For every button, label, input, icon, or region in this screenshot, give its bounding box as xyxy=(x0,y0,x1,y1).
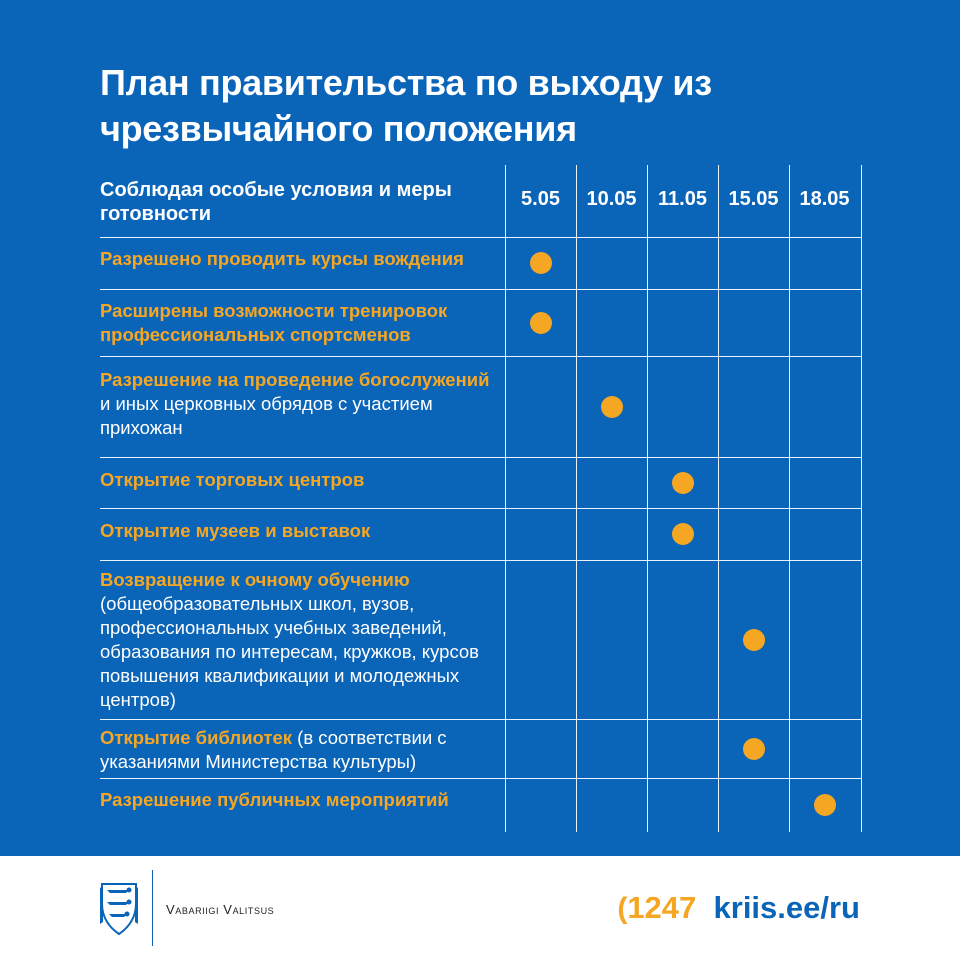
start-date-marker xyxy=(742,737,765,760)
measure-highlight: Разрешение на проведение богослужений xyxy=(100,369,490,390)
column-divider xyxy=(505,165,506,832)
measure-highlight: Открытие библиотек xyxy=(100,727,293,748)
start-date-marker xyxy=(671,471,694,494)
start-date-marker xyxy=(600,395,623,418)
measure-highlight: Разрешение публичных мероприятий xyxy=(100,789,449,810)
row-divider xyxy=(100,237,861,238)
row-label: Разрешение на проведение богослужений и … xyxy=(100,368,500,440)
date-header: 11.05 xyxy=(658,188,707,210)
start-date-marker xyxy=(814,794,836,816)
row-divider xyxy=(100,289,861,290)
footer: Vabariigi Valitsus (1247 kriis.ee/ru xyxy=(0,856,960,960)
title-line-2: чрезвычайного положения xyxy=(100,108,577,149)
row-label: Разрешение публичных мероприятий xyxy=(100,788,500,812)
row-divider xyxy=(100,457,861,458)
schedule-table: Соблюдая особые условия и меры готовност… xyxy=(100,165,862,832)
row-label: Разрешено проводить курсы вождения xyxy=(100,247,500,271)
date-header: 5.05 xyxy=(521,188,560,210)
row-divider xyxy=(100,560,861,561)
table-header-label: Соблюдая особые условия и меры готовност… xyxy=(100,179,452,225)
measure-highlight: Возвращение к очному обучению xyxy=(100,569,410,590)
organization-name: Vabariigi Valitsus xyxy=(166,902,275,917)
measure-highlight: Открытие музеев и выставок xyxy=(100,520,371,541)
column-divider xyxy=(647,165,648,832)
measure-highlight: Открытие торговых центров xyxy=(100,469,365,490)
measure-highlight: Разрешено проводить курсы вождения xyxy=(100,248,464,269)
row-divider xyxy=(100,508,861,509)
start-date-marker xyxy=(742,628,765,651)
measure-highlight: Расширены возможности тренировок професс… xyxy=(100,300,448,345)
column-divider xyxy=(789,165,790,832)
row-label: Открытие библиотек (в соответствии с ука… xyxy=(100,726,500,774)
start-date-marker xyxy=(529,252,552,274)
row-label: Расширены возможности тренировок професс… xyxy=(100,299,500,347)
page-title: План правительства по выходу из чрезвыча… xyxy=(100,60,860,152)
row-label: Возвращение к очному обучению (общеобраз… xyxy=(100,568,500,712)
phone-handset-icon: ( xyxy=(617,892,628,925)
start-date-marker xyxy=(671,523,694,545)
date-header: 15.05 xyxy=(728,188,779,210)
column-divider xyxy=(576,165,577,832)
date-header: 10.05 xyxy=(586,188,637,210)
row-divider xyxy=(100,778,861,779)
start-date-marker xyxy=(529,311,552,334)
contact-info: (1247 kriis.ee/ru xyxy=(617,888,860,929)
measure-details: (общеобразовательных школ, вузов, профес… xyxy=(100,593,480,710)
date-header: 18.05 xyxy=(799,188,850,210)
row-divider xyxy=(100,719,861,720)
estonian-coat-of-arms-icon xyxy=(100,883,138,936)
row-divider xyxy=(100,356,861,357)
footer-divider xyxy=(152,870,153,946)
column-divider xyxy=(718,165,719,832)
measure-details: (в соответствии с указаниями Министерств… xyxy=(100,727,447,772)
hotline-number: 1247 xyxy=(627,890,697,925)
measure-details: и иных церковных обрядов с участием прих… xyxy=(100,393,433,438)
column-divider xyxy=(861,165,862,832)
row-label: Открытие музеев и выставок xyxy=(100,519,500,543)
title-line-1: План правительства по выходу из xyxy=(100,62,712,103)
row-label: Открытие торговых центров xyxy=(100,468,500,492)
website-link[interactable]: kriis.ee/ru xyxy=(713,890,860,925)
